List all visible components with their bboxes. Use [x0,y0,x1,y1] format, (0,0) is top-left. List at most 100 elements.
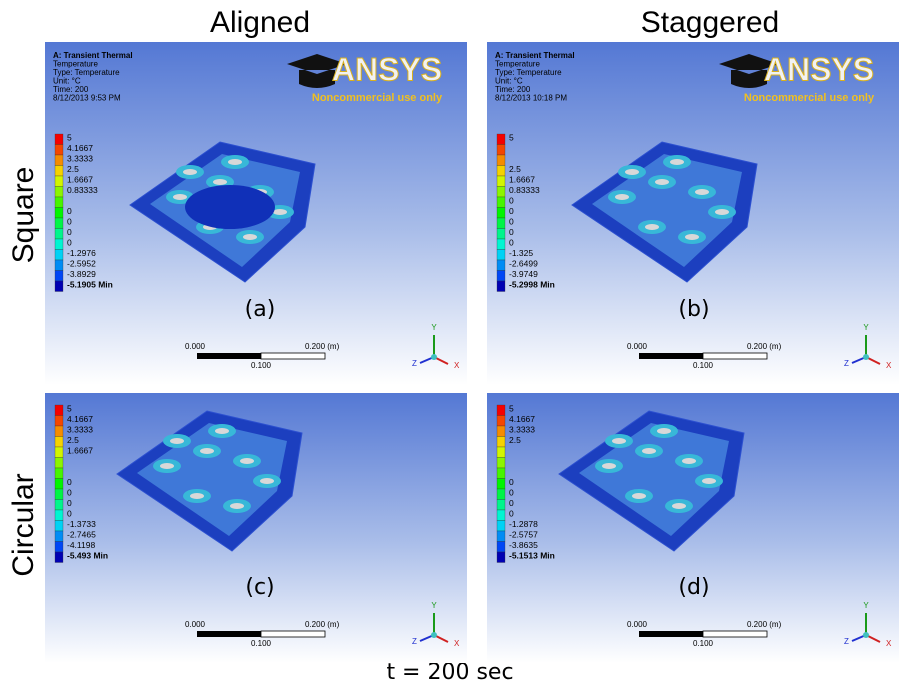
legend-label: 0 [67,498,72,508]
caption: (d) [678,575,709,600]
legend-label: 3.3333 [67,153,93,163]
legend-label: 5 [67,132,72,142]
scale-bar-black [197,631,261,637]
legend-swatch [497,239,505,250]
watermark-notice: Noncommercial use only [312,92,443,104]
hot-spot-core [170,438,184,444]
scale-end: 0.200 (m) [305,342,340,351]
hot-spot-core [657,428,671,434]
legend-swatch [497,531,505,542]
legend-label: -1.325 [509,248,533,258]
hot-spot-core [228,159,242,165]
legend-label: 4.1667 [67,414,93,424]
legend-label: 0 [67,477,72,487]
legend-label: 0 [67,487,72,497]
legend-label: -5.2998 Min [509,279,555,289]
legend-swatch [55,531,63,542]
legend-swatch [55,542,63,553]
legend-swatch [497,218,505,229]
header-line: 8/12/2013 9:53 PM [53,94,121,103]
legend-swatch [55,229,63,240]
legend-swatch [497,458,505,469]
legend-label: -3.8929 [67,269,96,279]
legend-label: -3.8635 [509,540,538,550]
scale-bar-white [703,353,767,359]
legend-label: 4.1667 [509,414,535,424]
row-title: Square [7,167,40,264]
scale-start: 0.000 [627,620,648,629]
legend-swatch [55,405,63,416]
legend-label: 0 [509,206,514,216]
legend-label: 1.6667 [509,174,535,184]
legend-swatch [55,500,63,511]
scale-end: 0.200 (m) [747,620,782,629]
legend-swatch [55,489,63,500]
hot-spot-core [685,234,699,240]
legend-swatch [497,187,505,198]
legend-swatch [497,552,505,563]
scale-start: 0.000 [627,342,648,351]
legend-swatch [497,134,505,145]
hot-spot-core [602,463,616,469]
axis-y-label: Y [863,601,869,610]
axis-origin [431,354,437,360]
legend-swatch [55,479,63,490]
legend-swatch [55,134,63,145]
legend-label: 0 [67,227,72,237]
hot-spot-core [173,194,187,200]
hot-spot-core [160,463,174,469]
legend-label: -2.7465 [67,529,96,539]
row-title: Circular [7,473,40,576]
legend-swatch [55,510,63,521]
column-title: Staggered [641,6,779,39]
hot-spot-core [682,458,696,464]
legend-swatch [55,208,63,219]
legend-swatch [497,176,505,187]
hot-spot-core [695,189,709,195]
legend-swatch [497,260,505,271]
legend-swatch [497,479,505,490]
legend-swatch [55,281,63,292]
legend-swatch [55,176,63,187]
scale-start: 0.000 [185,620,206,629]
legend-label: -5.1905 Min [67,279,113,289]
legend-swatch [55,447,63,458]
legend-label: 5 [509,403,514,413]
hot-spot-core [183,169,197,175]
hot-spot-core [670,159,684,165]
panel: 54.16673.33332.50000-1.2878-2.5757-3.863… [487,393,899,663]
legend-swatch [55,437,63,448]
legend-swatch [497,500,505,511]
axis-x-label: X [886,361,892,370]
legend-swatch [55,155,63,166]
legend-swatch [55,166,63,177]
legend-swatch [497,405,505,416]
legend-label: 2.5 [67,435,79,445]
legend-swatch [497,166,505,177]
axis-y-label: Y [431,601,437,610]
legend-label: 0 [67,237,72,247]
legend-swatch [497,229,505,240]
legend-swatch [55,426,63,437]
legend-swatch [497,145,505,156]
column-title: Aligned [210,6,310,39]
legend-label: 0 [509,508,514,518]
hot-spot-core [632,493,646,499]
legend-label: 3.3333 [67,424,93,434]
hot-spot-core [612,438,626,444]
legend-swatch [497,281,505,292]
hot-spot-core [260,478,274,484]
legend-swatch [497,447,505,458]
legend-label: 0 [67,206,72,216]
legend-swatch [497,197,505,208]
scale-end: 0.200 (m) [747,342,782,351]
legend-swatch [497,271,505,282]
legend-swatch [55,458,63,469]
legend-swatch [497,510,505,521]
hot-spot-core [645,224,659,230]
scale-bar-black [197,353,261,359]
hot-spot-core [243,234,257,240]
axis-y-label: Y [863,323,869,332]
hot-spot-core [230,503,244,509]
